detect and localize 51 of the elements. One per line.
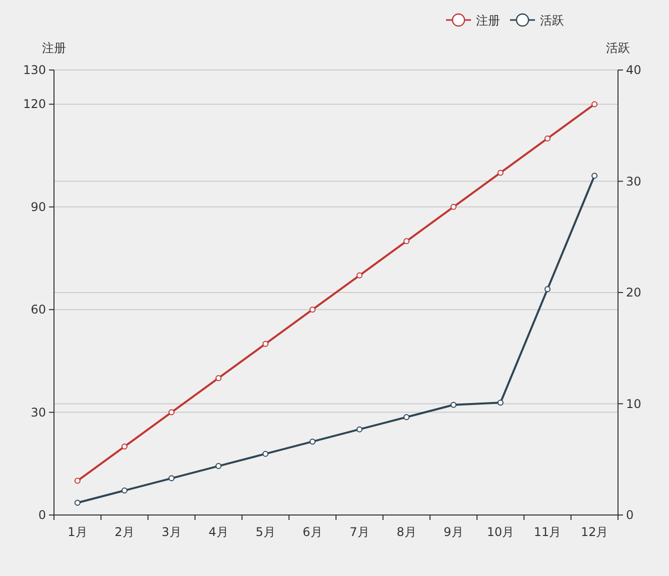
point	[356, 272, 362, 278]
x-tick-label: 12月	[580, 525, 608, 539]
point	[450, 204, 456, 210]
x-tick-label: 11月	[534, 525, 562, 539]
point	[216, 375, 222, 382]
legend-label: 注册	[476, 14, 500, 28]
y-tick-label: 60	[30, 302, 46, 317]
x-tick-label: 2月	[114, 525, 134, 539]
y2-tick-label: 20	[626, 286, 642, 300]
y-tick-label: 130	[23, 63, 46, 77]
y2-tick-label: 40	[626, 63, 642, 77]
point	[262, 450, 268, 457]
x-tick-label: 6月	[302, 525, 322, 539]
y-tick-label: 30	[30, 405, 46, 420]
point	[356, 426, 362, 432]
y-tick-label: 90	[30, 200, 46, 214]
point	[262, 340, 268, 347]
y-tick-label: 120	[23, 97, 46, 112]
x-tick-label: 10月	[486, 525, 514, 539]
y2-tick-label: 10	[626, 396, 642, 411]
point	[168, 475, 174, 482]
point	[450, 402, 456, 408]
y2-axis-title: 活跃	[606, 41, 630, 55]
x-tick-label: 9月	[444, 525, 464, 539]
y2-tick-label: 0	[626, 508, 634, 522]
point	[498, 400, 504, 406]
y2-tick-label: 30	[626, 174, 642, 188]
x-tick-label: 8月	[396, 525, 416, 539]
x-tick-label: 1月	[68, 525, 88, 539]
point	[122, 444, 128, 450]
x-tick-label: 3月	[162, 525, 182, 539]
legend-label: 活跃	[540, 14, 564, 28]
point	[74, 478, 80, 484]
point	[544, 135, 550, 142]
point	[592, 101, 598, 108]
x-tick-label: 7月	[350, 525, 370, 539]
point	[216, 463, 222, 470]
point	[404, 414, 410, 420]
point	[592, 172, 598, 179]
x-tick-label: 5月	[256, 525, 276, 539]
y-tick-label: 0	[38, 508, 46, 522]
point	[122, 488, 128, 494]
point	[498, 170, 504, 176]
point	[310, 438, 316, 445]
y-axis-title: 注册	[42, 41, 66, 55]
point	[404, 238, 410, 244]
point	[74, 500, 80, 506]
x-tick-label: 4月	[208, 525, 228, 539]
point	[168, 409, 174, 416]
point	[310, 306, 316, 313]
point	[544, 286, 550, 292]
